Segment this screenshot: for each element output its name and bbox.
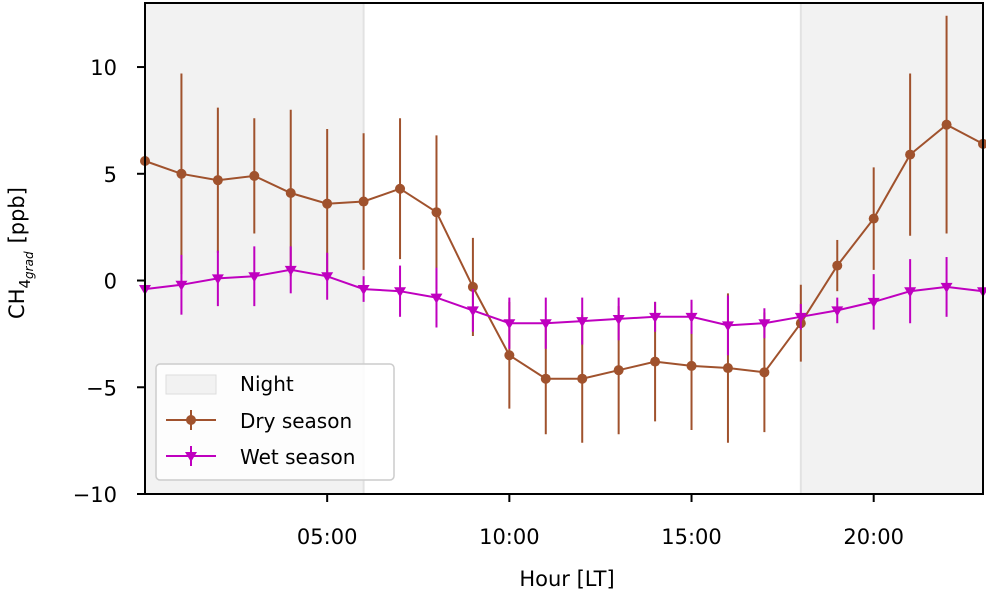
point-1-11 [539, 319, 552, 330]
x-tick-label-2: 15:00 [661, 525, 722, 549]
point-1-4 [284, 265, 297, 276]
series-line-1 [144, 268, 984, 327]
point-1-8 [430, 293, 443, 304]
y-axis: −10 −5 0 5 10 [73, 56, 145, 507]
point-0-7 [395, 183, 406, 194]
point-1-14 [649, 312, 662, 323]
x-tick-label-1: 10:00 [479, 525, 540, 549]
point-1-15 [685, 312, 698, 323]
legend-wet-label: Wet season [240, 445, 355, 469]
y-axis-label-unit: [ppb] [5, 187, 29, 243]
point-0-22 [941, 119, 952, 130]
point-1-6 [357, 285, 370, 296]
y-tick-label-1: −5 [86, 376, 117, 400]
point-1-20 [867, 297, 880, 308]
x-axis-label: Hour [LT] [519, 567, 614, 591]
point-0-12 [577, 373, 588, 384]
point-1-21 [904, 287, 917, 298]
point-0-13 [613, 365, 624, 376]
y-axis-label: CH4grad [ppb] [5, 187, 36, 319]
point-0-9 [467, 281, 478, 292]
point-0-3 [249, 170, 260, 181]
point-0-4 [285, 187, 296, 198]
y-tick-label-0: −10 [73, 483, 117, 507]
point-0-17 [759, 367, 770, 378]
point-0-1 [176, 168, 187, 179]
point-0-19 [832, 260, 843, 271]
point-0-6 [358, 196, 369, 207]
x-tick-label-3: 20:00 [843, 525, 904, 549]
point-1-2 [211, 274, 224, 285]
series-line-0 [144, 123, 984, 380]
point-0-16 [722, 363, 733, 374]
legend: Night Dry season Wet season [155, 363, 395, 481]
y-axis-label-subsub: grad [22, 251, 36, 279]
legend-dry-symbol [166, 410, 216, 430]
point-0-11 [540, 373, 551, 384]
point-1-12 [576, 317, 589, 328]
point-1-18 [794, 312, 807, 323]
point-0-8 [431, 207, 442, 218]
legend-night-label: Night [240, 372, 294, 396]
point-0-20 [868, 213, 879, 224]
y-axis-label-sub: 4 [16, 279, 34, 289]
point-1-13 [612, 314, 625, 325]
point-1-9 [466, 306, 479, 317]
night-span-1 [800, 3, 983, 494]
point-0-10 [504, 350, 515, 361]
legend-dry-label: Dry season [240, 409, 352, 433]
y-axis-label-main: CH [5, 289, 29, 319]
y-tick-label-2: 0 [104, 270, 117, 294]
point-0-14 [650, 356, 661, 367]
point-0-5 [322, 198, 333, 209]
point-1-17 [758, 319, 771, 330]
point-1-3 [248, 272, 261, 283]
x-axis: 05:00 10:00 15:00 20:00 [297, 494, 904, 549]
point-1-10 [503, 319, 516, 330]
point-0-2 [212, 175, 223, 186]
y-tick-label-4: 10 [90, 56, 117, 80]
point-0-21 [905, 149, 916, 160]
point-1-22 [940, 282, 953, 293]
point-1-16 [721, 321, 734, 332]
point-1-19 [831, 306, 844, 317]
legend-wet-symbol [166, 446, 216, 466]
point-1-5 [321, 272, 334, 283]
series-1 [139, 246, 986, 356]
point-1-1 [175, 280, 188, 291]
legend-night-swatch [165, 374, 217, 395]
x-tick-label-0: 05:00 [297, 525, 358, 549]
series-layer [139, 15, 986, 443]
point-1-7 [394, 287, 407, 298]
point-0-15 [686, 360, 697, 371]
y-tick-label-3: 5 [104, 163, 117, 187]
plot-frame [144, 2, 984, 495]
